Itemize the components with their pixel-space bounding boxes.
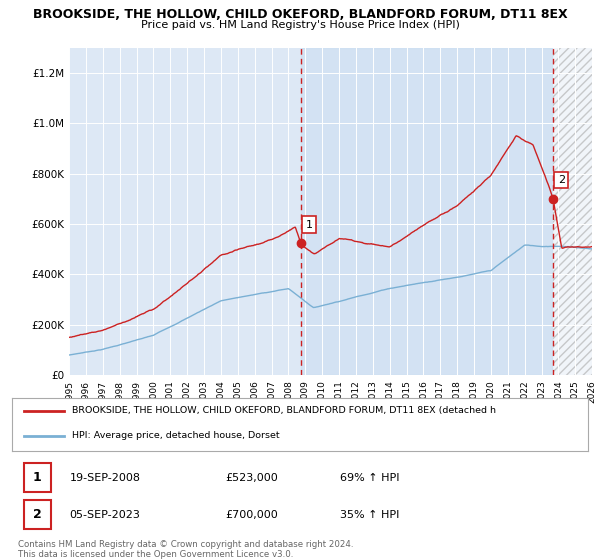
Text: BROOKSIDE, THE HOLLOW, CHILD OKEFORD, BLANDFORD FORUM, DT11 8EX (detached h: BROOKSIDE, THE HOLLOW, CHILD OKEFORD, BL… [73, 407, 496, 416]
Bar [301, 48, 553, 375]
Text: 2: 2 [33, 508, 42, 521]
Text: £700,000: £700,000 [225, 510, 278, 520]
Text: 35% ↑ HPI: 35% ↑ HPI [340, 510, 400, 520]
FancyBboxPatch shape [23, 463, 51, 492]
Text: 1: 1 [33, 471, 42, 484]
Text: 19-SEP-2008: 19-SEP-2008 [70, 473, 140, 483]
Text: 1: 1 [305, 220, 313, 230]
FancyBboxPatch shape [23, 500, 51, 530]
Text: HPI: Average price, detached house, Dorset: HPI: Average price, detached house, Dors… [73, 431, 280, 440]
Text: BROOKSIDE, THE HOLLOW, CHILD OKEFORD, BLANDFORD FORUM, DT11 8EX: BROOKSIDE, THE HOLLOW, CHILD OKEFORD, BL… [32, 8, 568, 21]
Bar [553, 48, 592, 375]
Text: 69% ↑ HPI: 69% ↑ HPI [340, 473, 400, 483]
Bar [553, 48, 592, 375]
Text: £523,000: £523,000 [225, 473, 278, 483]
Text: 05-SEP-2023: 05-SEP-2023 [70, 510, 140, 520]
Text: Price paid vs. HM Land Registry's House Price Index (HPI): Price paid vs. HM Land Registry's House … [140, 20, 460, 30]
Text: Contains HM Land Registry data © Crown copyright and database right 2024.
This d: Contains HM Land Registry data © Crown c… [18, 540, 353, 559]
Text: 2: 2 [558, 175, 565, 185]
